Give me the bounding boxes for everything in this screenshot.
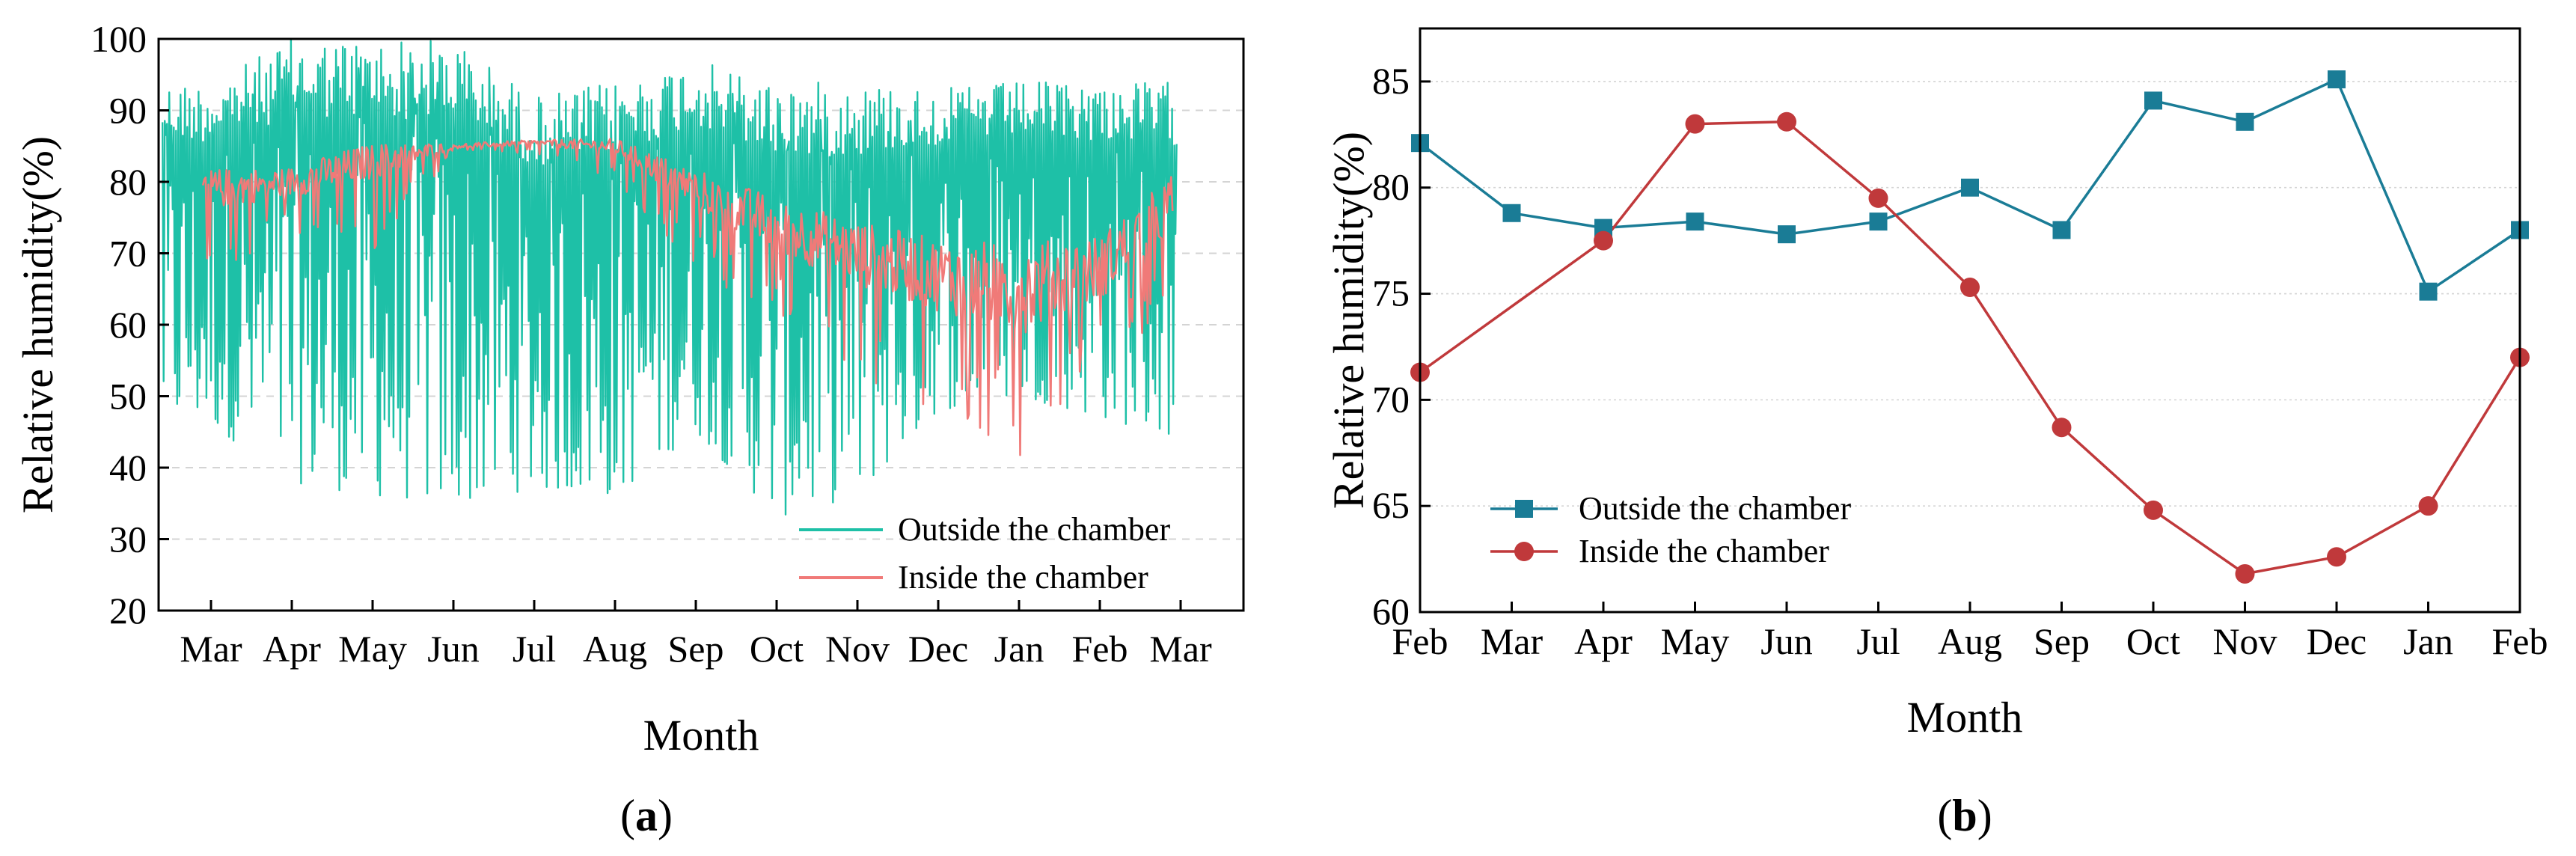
legend-b-outside-marker <box>1515 500 1533 518</box>
chart-b-outside-point <box>2052 221 2071 239</box>
chart-b-x-tick-label: Apr <box>1574 620 1633 662</box>
chart-b-inside-line <box>1419 120 2521 575</box>
chart-a-y-tick-label: 40 <box>109 447 147 489</box>
chart-b-outside-point <box>1961 178 1979 197</box>
chart-a-x-tick-label: Apr <box>263 628 321 670</box>
chart-a-y-tick-label: 100 <box>91 18 147 60</box>
chart-b-x-tick-label: May <box>1661 620 1730 662</box>
chart-b-series-markers <box>1410 70 2530 584</box>
chart-b-x-tick-label: Aug <box>1938 620 2002 662</box>
legend-b-inside-label: Inside the chamber <box>1579 533 1829 569</box>
chart-b-y-tick-label: 65 <box>1372 484 1410 526</box>
chart-b: 60 65 70 75 80 85 Feb Mar Apr May Jun Jul Aug Sep Oct… <box>1324 27 2548 840</box>
chart-a-y-tick-label: 50 <box>109 376 147 418</box>
chart-b-x-axis-label: Month <box>1907 693 2023 742</box>
chart-b-outside-point <box>2144 91 2162 110</box>
chart-a-x-tick-label: Jul <box>513 628 556 670</box>
chart-a-x-tick-label: Feb <box>1072 628 1128 670</box>
chart-a-y-tick-label: 90 <box>109 90 147 132</box>
chart-a-x-tick-label: Jan <box>994 628 1044 670</box>
chart-b-x-tick-label: Oct <box>2126 620 2180 662</box>
chart-b-inside-point <box>2052 418 2072 438</box>
chart-a-y-tick-label: 30 <box>109 519 147 560</box>
panel-label-b: (b) <box>1937 791 1992 840</box>
chart-b-x-tick-label: Jan <box>2403 620 2453 662</box>
legend-a-inside-label: Inside the chamber <box>898 559 1148 596</box>
chart-a-legend: Outside the chamber Inside the chamber <box>799 511 1170 596</box>
legend-b-outside-label: Outside the chamber <box>1579 490 1851 527</box>
chart-a-x-tick-label: Nov <box>825 628 890 670</box>
chart-a-y-tick-label: 80 <box>109 161 147 203</box>
chart-b-y-tick-label: 85 <box>1372 60 1410 102</box>
chart-b-y-tick-label: 75 <box>1372 272 1410 314</box>
legend-a-outside-label: Outside the chamber <box>898 511 1170 548</box>
chart-b-outside-point <box>1869 213 1888 231</box>
chart-b-inside-point <box>2418 496 2438 516</box>
chart-b-inside-point <box>1868 188 1888 208</box>
chart-b-x-tick-label: Jun <box>1760 620 1812 662</box>
chart-b-y-axis-label: Relative humidity(%) <box>1324 132 1373 509</box>
chart-b-x-tick-label: Sep <box>2034 620 2090 662</box>
chart-a-x-tick-label: Mar <box>180 628 242 670</box>
chart-a-y-axis-label: Relative humidity(%) <box>13 136 62 513</box>
chart-b-inside-point <box>1777 111 1796 132</box>
chart-b-outside-point <box>2328 70 2346 89</box>
chart-b-y-tick-label: 60 <box>1372 590 1410 632</box>
chart-b-legend: Outside the chamber Inside the chamber <box>1490 490 1851 569</box>
legend-b-inside-marker <box>1514 542 1534 561</box>
chart-a-x-tick-label: Jun <box>427 628 479 670</box>
chart-b-x-tick-label: Feb <box>2492 620 2548 662</box>
chart-a-y-ticks: 20 30 40 50 60 70 80 90 100 <box>91 18 169 632</box>
chart-a-x-tick-label: Oct <box>750 628 804 670</box>
chart-b-y-tick-label: 70 <box>1372 378 1410 420</box>
chart-b-x-tick-label: Mar <box>1481 620 1544 662</box>
panel-label-a: (a) <box>620 791 673 840</box>
chart-b-inside-point <box>1594 230 1613 251</box>
chart-a-y-tick-label: 20 <box>109 590 147 632</box>
chart-b-x-tick-label: Dec <box>2307 620 2367 662</box>
chart-b-y-tick-label: 80 <box>1372 166 1410 208</box>
chart-b-inside-point <box>2144 500 2163 520</box>
chart-a-x-ticks: Mar Apr May Jun Jul Aug Sep Oct Nov Dec Jan Feb Mar <box>180 600 1212 670</box>
chart-a-x-tick-label: May <box>338 628 407 670</box>
chart-b-x-tick-label: Nov <box>2212 620 2277 662</box>
chart-b-x-tick-label: Feb <box>1392 620 1448 662</box>
chart-a-outside-line <box>162 39 1178 516</box>
chart-b-y-ticks: 60 65 70 75 80 85 <box>1372 60 1431 632</box>
chart-a-x-tick-label: Dec <box>908 628 969 670</box>
chart-a-x-tick-label: Aug <box>583 628 647 670</box>
chart-a-y-tick-label: 70 <box>109 233 147 275</box>
chart-a-outside-series <box>162 39 1178 516</box>
chart-a-x-tick-label: Sep <box>668 628 724 670</box>
chart-b-outside-point <box>1686 213 1704 231</box>
chart-a-inside-line <box>201 138 1174 456</box>
chart-b-x-ticks: Feb Mar Apr May Jun Jul Aug Sep Oct Nov Dec Jan Feb <box>1392 602 2548 662</box>
chart-b-x-tick-label: Jul <box>1856 620 1900 662</box>
chart-a: 20 30 40 50 60 70 80 90 100 Mar Apr May Jun Jul Aug Se… <box>13 18 1245 840</box>
chart-b-outside-point <box>1502 204 1521 222</box>
chart-a-x-axis-label: Month <box>643 711 759 759</box>
chart-a-y-tick-label: 60 <box>109 304 147 346</box>
chart-b-outside-point <box>2419 282 2438 301</box>
chart-b-inside-point <box>2235 563 2255 584</box>
chart-b-inside-point <box>1960 278 1980 298</box>
chart-b-inside-point <box>1685 114 1705 134</box>
chart-a-x-tick-label: Mar <box>1149 628 1212 670</box>
chart-b-inside-point <box>2327 547 2346 567</box>
chart-b-outside-point <box>2236 112 2254 131</box>
chart-b-outside-point <box>1778 225 1796 244</box>
chart-a-inside-series <box>201 138 1174 456</box>
